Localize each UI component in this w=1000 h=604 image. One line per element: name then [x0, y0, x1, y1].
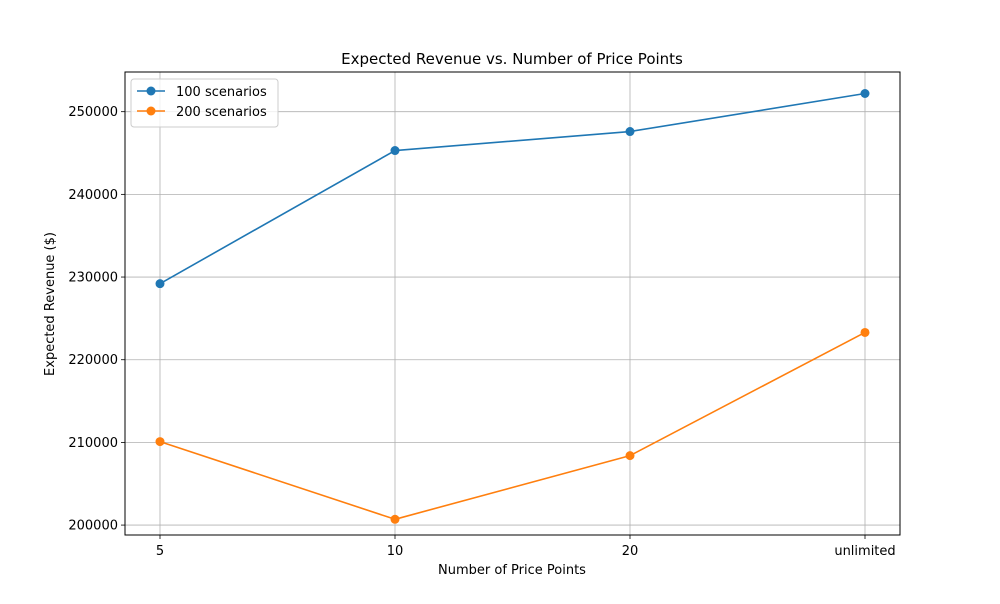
- legend-swatch-marker-200-scenarios: [146, 106, 156, 116]
- series-100-scenarios: [155, 88, 870, 289]
- x-tick-label-unlimited: unlimited: [834, 544, 895, 559]
- y-tick-label-250000: 250000: [68, 105, 118, 120]
- y-tick-label-220000: 220000: [68, 353, 118, 368]
- data-point-100-scenarios-20: [625, 127, 635, 137]
- y-tick-label-240000: 240000: [68, 188, 118, 203]
- series-layer: [155, 88, 870, 524]
- x-tick-label-20: 20: [622, 544, 639, 559]
- grid-layer: [125, 72, 900, 535]
- x-axis-label: Number of Price Points: [438, 563, 586, 578]
- data-point-100-scenarios-5: [155, 279, 165, 289]
- data-point-100-scenarios-unlimited: [860, 88, 870, 98]
- y-tick-label-230000: 230000: [68, 271, 118, 286]
- y-axis-label: Expected Revenue ($): [43, 232, 58, 376]
- series-line-100-scenarios: [159, 92, 866, 285]
- chart-title: Expected Revenue vs. Number of Price Poi…: [341, 50, 683, 68]
- y-tick-label-210000: 210000: [68, 436, 118, 451]
- legend-label-100-scenarios: 100 scenarios: [176, 85, 267, 100]
- series-200-scenarios: [155, 327, 870, 524]
- legend-swatch-marker-100-scenarios: [146, 86, 156, 96]
- x-tick-label-10: 10: [387, 544, 404, 559]
- x-tick-label-5: 5: [156, 544, 164, 559]
- series-line-200-scenarios: [159, 331, 866, 521]
- data-point-200-scenarios-unlimited: [860, 327, 870, 337]
- data-point-200-scenarios-10: [390, 514, 400, 524]
- legend: 100 scenarios 200 scenarios: [130, 78, 279, 128]
- data-point-200-scenarios-5: [155, 437, 165, 447]
- axis-layer: 5 10 20 unlimited 200000 210000 220000 230000 24…: [68, 105, 895, 559]
- legend-box: [130, 78, 279, 128]
- data-point-100-scenarios-10: [390, 146, 400, 156]
- y-tick-label-200000: 200000: [68, 519, 118, 534]
- legend-label-200-scenarios: 200 scenarios: [176, 105, 267, 120]
- data-point-200-scenarios-20: [625, 451, 635, 461]
- plot-frame: [124, 71, 901, 536]
